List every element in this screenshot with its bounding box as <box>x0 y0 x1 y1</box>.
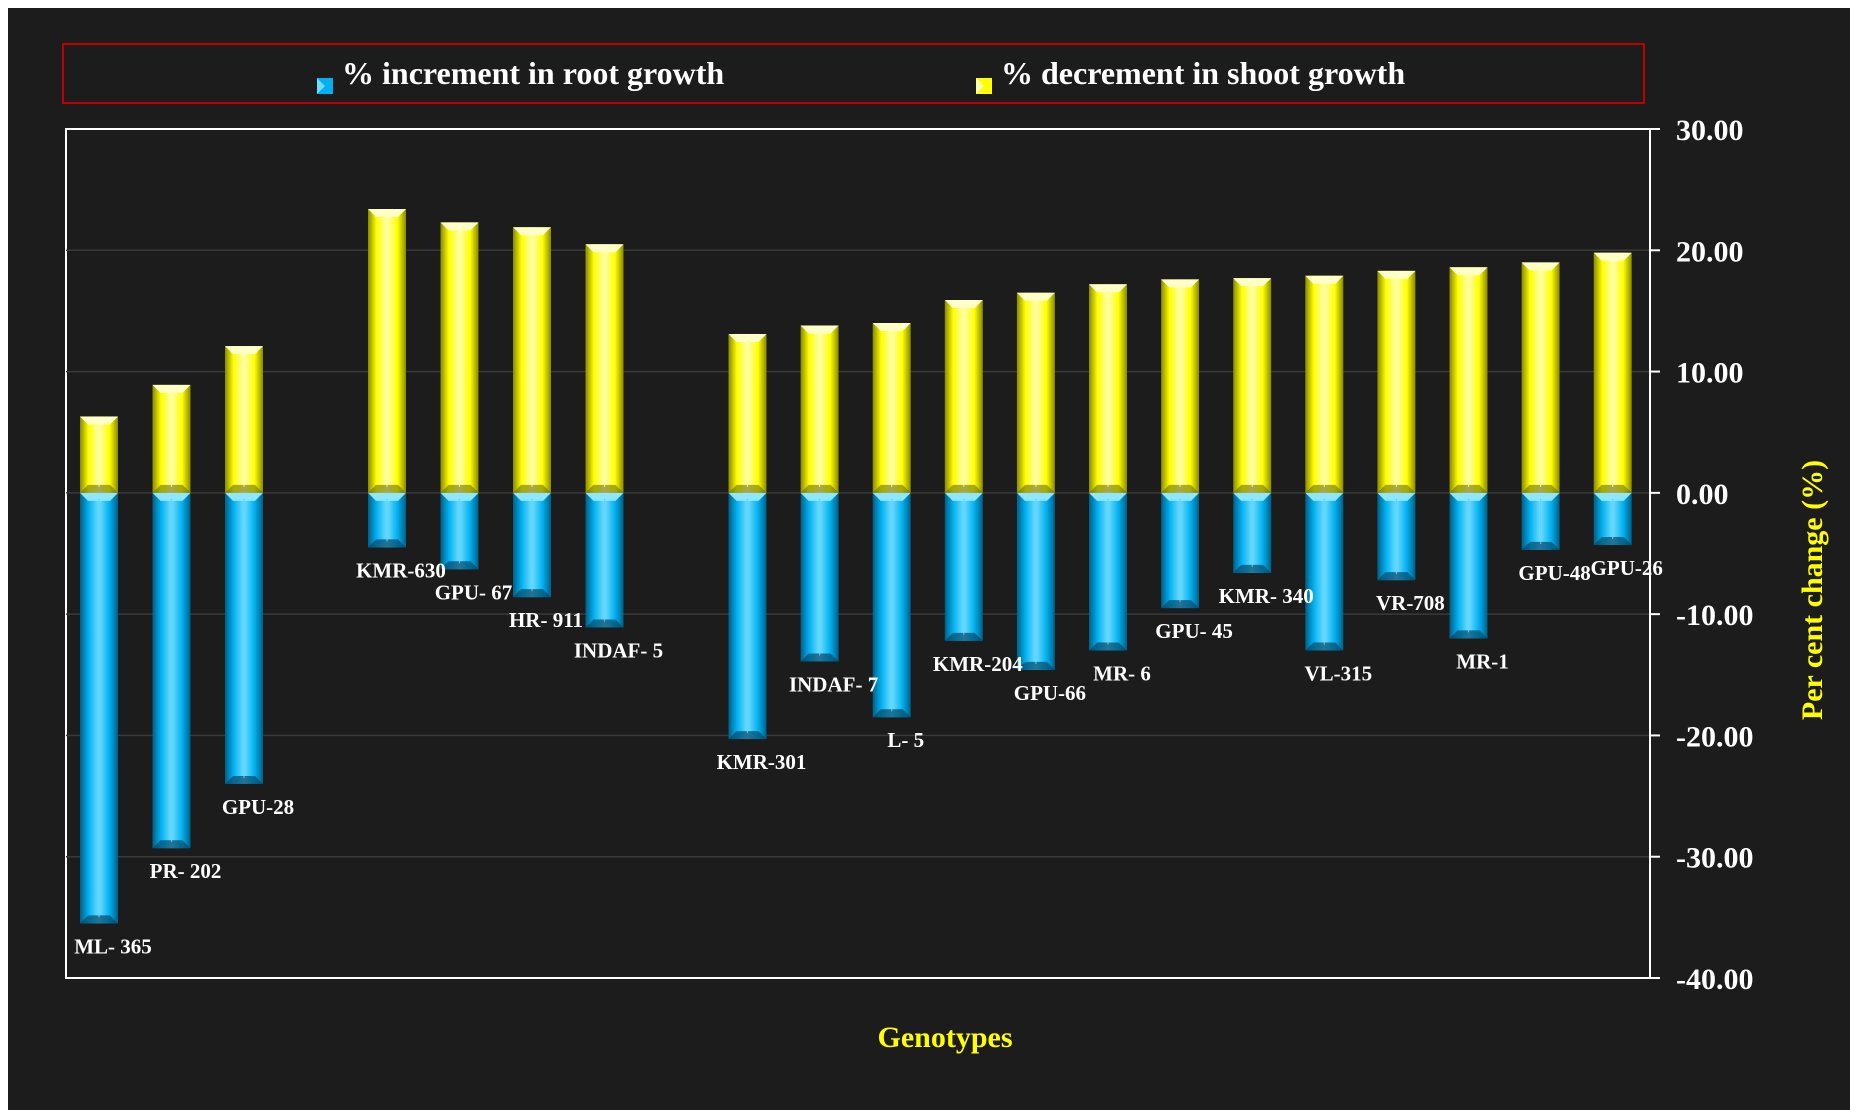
root-bar <box>513 492 551 598</box>
shoot-bar <box>1233 278 1272 493</box>
root-bar <box>728 492 767 740</box>
root-bar <box>1233 492 1272 573</box>
shoot-bar <box>585 244 624 493</box>
category-label: MR-1 <box>1456 649 1508 673</box>
shoot-bar <box>1449 267 1488 493</box>
legend: % increment in root growth % decrement i… <box>62 43 1645 104</box>
y-tick-label: 10.00 <box>1676 357 1744 390</box>
root-bar <box>1521 492 1560 550</box>
shoot-bar <box>152 384 191 493</box>
shoot-bar <box>728 333 767 493</box>
shoot-bar <box>1016 292 1055 493</box>
root-bar <box>1593 492 1632 546</box>
shoot-bar <box>872 323 911 493</box>
root-bar <box>1089 492 1127 651</box>
root-bar <box>225 492 263 784</box>
category-label: KMR- 340 <box>1219 584 1314 608</box>
x-axis-title: Genotypes <box>878 1021 1013 1054</box>
root-bar <box>1377 492 1416 581</box>
category-label: ML- 365 <box>74 934 152 958</box>
root-bar <box>152 492 191 849</box>
shoot-bar <box>800 325 839 493</box>
shoot-bar <box>225 346 263 493</box>
legend-item-shoot: % decrement in shoot growth <box>976 53 1406 94</box>
category-label: L- 5 <box>887 728 924 752</box>
category-label: VL-315 <box>1304 662 1372 686</box>
category-label: MR- 6 <box>1093 662 1151 686</box>
category-label: GPU-28 <box>222 795 294 819</box>
root-bar <box>1161 492 1200 609</box>
y-axis: 30.00 20.00 10.00 0.00 -10.00 -20.00 -30.00 -40… <box>1649 114 1754 996</box>
shoot-bar <box>513 227 551 493</box>
y-tick-label: 20.00 <box>1676 235 1744 268</box>
legend-item-root: % increment in root growth <box>317 53 725 94</box>
category-label: PR- 202 <box>150 859 222 883</box>
category-label: INDAF- 7 <box>789 672 878 696</box>
y-axis-title: Per cent change (%) <box>1796 460 1829 720</box>
root-bar <box>1305 492 1344 651</box>
shoot-bar <box>80 416 118 493</box>
root-bar <box>1449 492 1488 639</box>
shoot-bar <box>944 300 983 493</box>
legend-swatch-root <box>317 65 333 94</box>
chart-background <box>8 8 1850 1110</box>
root-bar <box>585 492 624 628</box>
y-tick-label: -40.00 <box>1676 963 1754 996</box>
category-label: VR-708 <box>1376 591 1445 615</box>
root-bar <box>80 492 118 924</box>
category-label: GPU- 67 <box>435 580 513 604</box>
legend-label-shoot: % decrement in shoot growth <box>1001 54 1406 91</box>
category-label: KMR-204 <box>933 652 1023 676</box>
root-bar <box>440 492 479 570</box>
category-label: GPU- 45 <box>1155 619 1233 643</box>
bars <box>80 209 1632 924</box>
legend-label-root: % increment in root growth <box>342 54 725 91</box>
shoot-bar <box>368 209 406 493</box>
legend-swatch-shoot <box>976 65 992 94</box>
y-tick-label: -20.00 <box>1676 720 1754 753</box>
category-label: HR- 911 <box>509 608 583 632</box>
shoot-bar <box>1521 262 1560 493</box>
category-label: KMR-301 <box>717 750 807 774</box>
category-label: GPU-26 <box>1591 556 1663 580</box>
shoot-bar <box>1305 275 1344 493</box>
category-label: GPU-66 <box>1014 681 1086 705</box>
y-tick-label: -10.00 <box>1676 599 1754 632</box>
root-bar <box>800 492 839 662</box>
shoot-bar <box>1161 279 1200 493</box>
y-tick-label: 0.00 <box>1676 478 1729 511</box>
y-tick-label: -30.00 <box>1676 842 1754 875</box>
root-bar <box>368 492 406 548</box>
shoot-bar <box>1089 284 1127 493</box>
category-label: GPU-48 <box>1518 561 1590 585</box>
y-tick-label: 30.00 <box>1676 114 1744 147</box>
shoot-bar <box>1377 270 1416 493</box>
category-label: KMR-630 <box>356 558 446 582</box>
category-label: INDAF- 5 <box>574 638 663 662</box>
root-bar <box>872 492 911 718</box>
root-bar <box>1016 492 1055 670</box>
root-bar <box>944 492 983 641</box>
shoot-bar <box>1593 252 1632 493</box>
shoot-bar <box>440 222 479 493</box>
